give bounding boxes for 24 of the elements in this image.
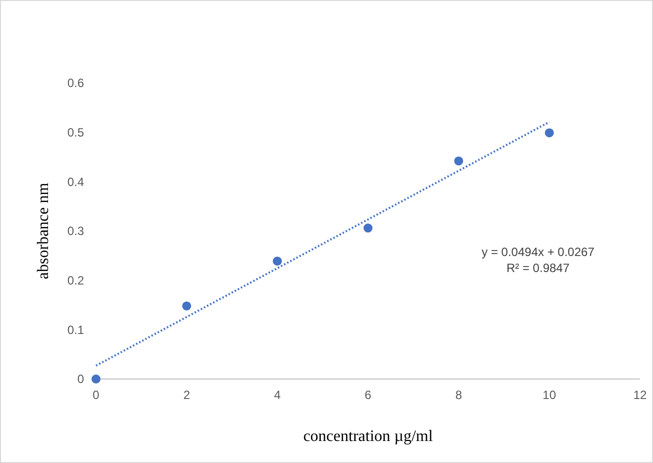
point [544, 128, 554, 138]
x-tick-label: 4 [274, 388, 281, 402]
y-axis-title: absorbance nm [35, 182, 52, 280]
point [272, 256, 282, 266]
x-tick-label: 12 [633, 388, 647, 402]
point [182, 301, 192, 310]
x-tick-label: 0 [92, 388, 100, 402]
y-tick-label: 0.1 [67, 322, 84, 337]
y-tick-label: 0.6 [67, 76, 84, 90]
y-tick-label: 0.5 [67, 126, 84, 140]
y-tick-label: 0.2 [67, 274, 84, 288]
annotation: R² = 0.9847 [506, 261, 570, 275]
point [92, 374, 100, 384]
annotation: y = 0.0494x + 0.0267 [482, 245, 595, 259]
y-tick-label: 0 [77, 372, 84, 386]
x-tick-label: 8 [455, 388, 462, 402]
x-tick-label: 10 [542, 388, 556, 402]
x-tick-label: 2 [183, 388, 190, 402]
x-tick-label: 6 [364, 388, 372, 402]
point [364, 224, 372, 233]
y-tick-label: 0.3 [67, 224, 84, 238]
y-tick-label: 0.4 [67, 174, 84, 189]
x-axis-title: concentration µg/ml [303, 428, 434, 445]
point [454, 156, 464, 166]
